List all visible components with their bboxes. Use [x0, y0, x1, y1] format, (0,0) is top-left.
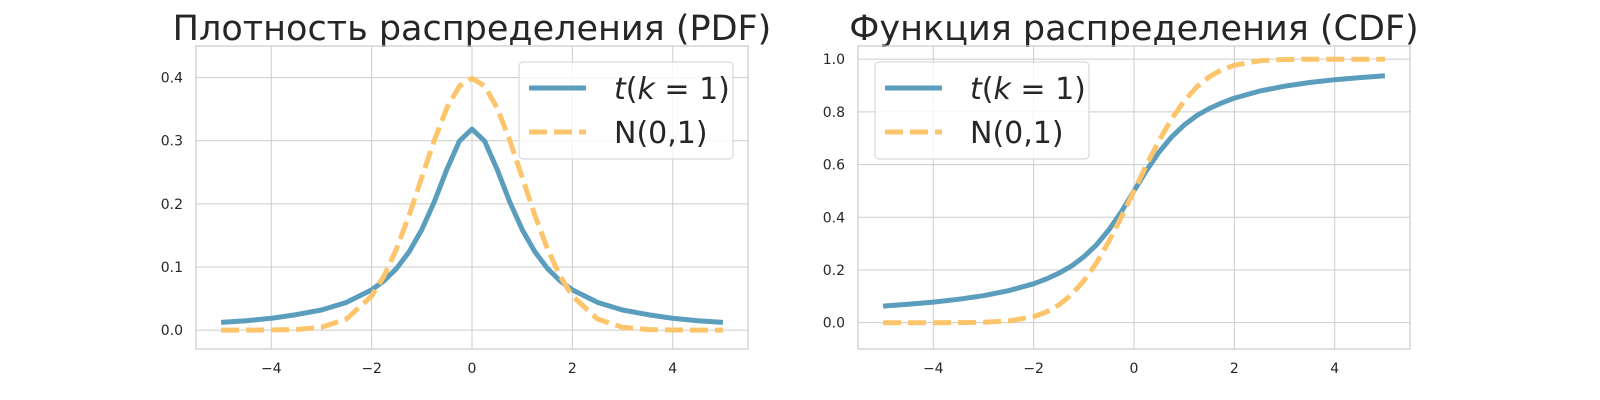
x-tick-label: −2 [1023, 361, 1044, 377]
y-tick-label: 1.0 [823, 52, 845, 68]
x-tick-label: 2 [568, 361, 577, 377]
y-tick-label: 0.1 [161, 260, 183, 276]
t-series-line [220, 126, 724, 325]
y-tick-label: 0.4 [823, 210, 845, 226]
legend: t(k = 1) N(0,1) [518, 61, 734, 160]
x-tick-label: 4 [1330, 361, 1339, 377]
legend-label: N(0,1) [614, 116, 708, 151]
legend: t(k = 1) N(0,1) [874, 61, 1090, 160]
x-tick-label: −4 [923, 361, 944, 377]
legend-label: t(k = 1) [970, 72, 1086, 107]
y-tick-label: 0.3 [161, 134, 183, 150]
normal-series-line [221, 75, 723, 333]
plot-frame [195, 45, 749, 350]
y-tick-label: 0.2 [823, 263, 845, 279]
plot-frame [857, 45, 1411, 350]
x-tick-label: 4 [668, 361, 677, 377]
x-tick-label: −2 [361, 361, 382, 377]
legend-label: N(0,1) [970, 116, 1064, 151]
chart-panel-2: Функция распределения (CDF) −4 −2 0 2 4 0.0 0.2… [823, 9, 1419, 377]
x-tick-label: 2 [1230, 361, 1239, 377]
x-tick-label: 0 [1130, 361, 1139, 377]
y-tick-label: 0.6 [823, 158, 845, 174]
legend-label: t(k = 1) [614, 72, 730, 107]
y-tick-label: 0.0 [161, 323, 183, 339]
chart-title: Функция распределения (CDF) [849, 9, 1418, 49]
chart-panel-1: Плотность распределения (PDF) −4 −2 0 2 4 0.0 0… [161, 9, 772, 377]
x-tick-label: −4 [261, 361, 282, 377]
y-tick-label: 0.8 [823, 105, 845, 121]
y-tick-label: 0.2 [161, 197, 183, 213]
y-tick-label: 0.4 [161, 71, 183, 87]
x-tick-label: 0 [468, 361, 477, 377]
y-tick-label: 0.0 [823, 316, 845, 332]
normal-series-line [883, 56, 1385, 326]
chart-title: Плотность распределения (PDF) [173, 9, 772, 49]
